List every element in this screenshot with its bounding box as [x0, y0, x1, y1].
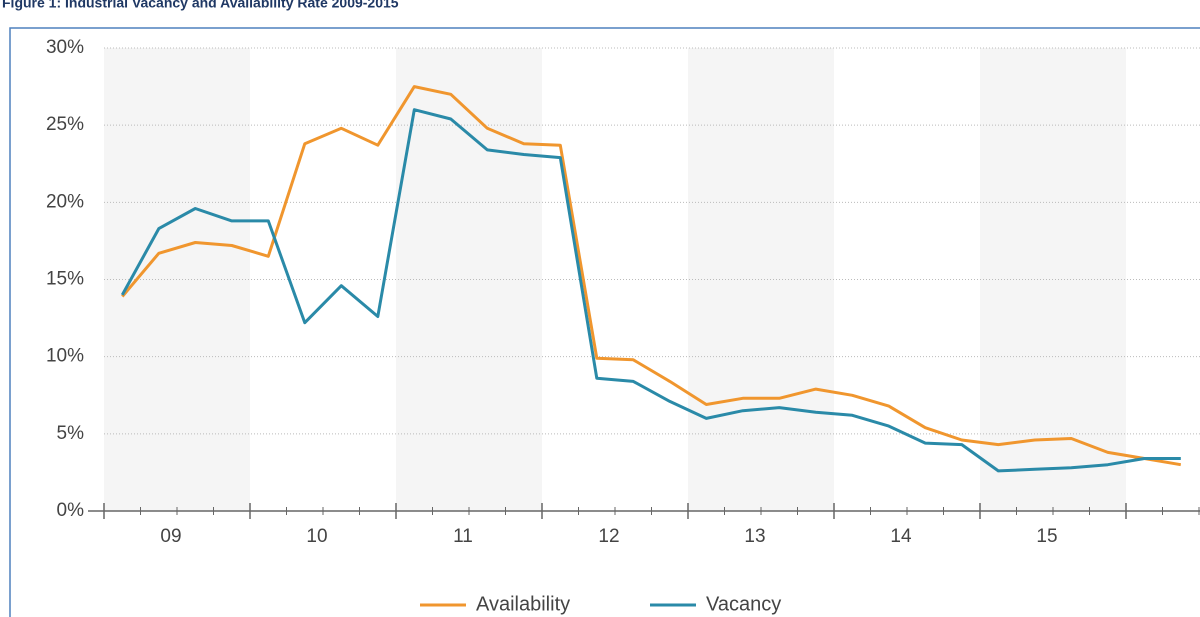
- y-tick-label: 25%: [46, 114, 84, 135]
- legend-label: Vacancy: [706, 593, 781, 615]
- y-tick-label: 0%: [57, 500, 85, 521]
- y-tick-label: 5%: [57, 423, 85, 444]
- x-group-label: 11: [453, 526, 473, 547]
- chart-title: Figure 1: Industrial Vacancy and Availab…: [2, 0, 399, 11]
- x-group-label: 13: [744, 526, 765, 547]
- y-tick-label: 15%: [46, 269, 84, 290]
- legend-label: Availability: [476, 593, 570, 615]
- x-group-label: 12: [598, 526, 619, 547]
- y-tick-label: 20%: [46, 191, 84, 212]
- x-group-label: 09: [160, 526, 181, 547]
- series-line: [120, 108, 1181, 473]
- x-group-label: 10: [306, 526, 327, 547]
- year-band: [396, 48, 542, 511]
- series-line: [121, 85, 1182, 467]
- x-group-label: 15: [1036, 526, 1057, 547]
- y-tick-label: 10%: [46, 346, 84, 367]
- frame: [9, 27, 1200, 617]
- y-tick-label: 30%: [46, 37, 84, 58]
- x-group-label: 14: [890, 526, 912, 547]
